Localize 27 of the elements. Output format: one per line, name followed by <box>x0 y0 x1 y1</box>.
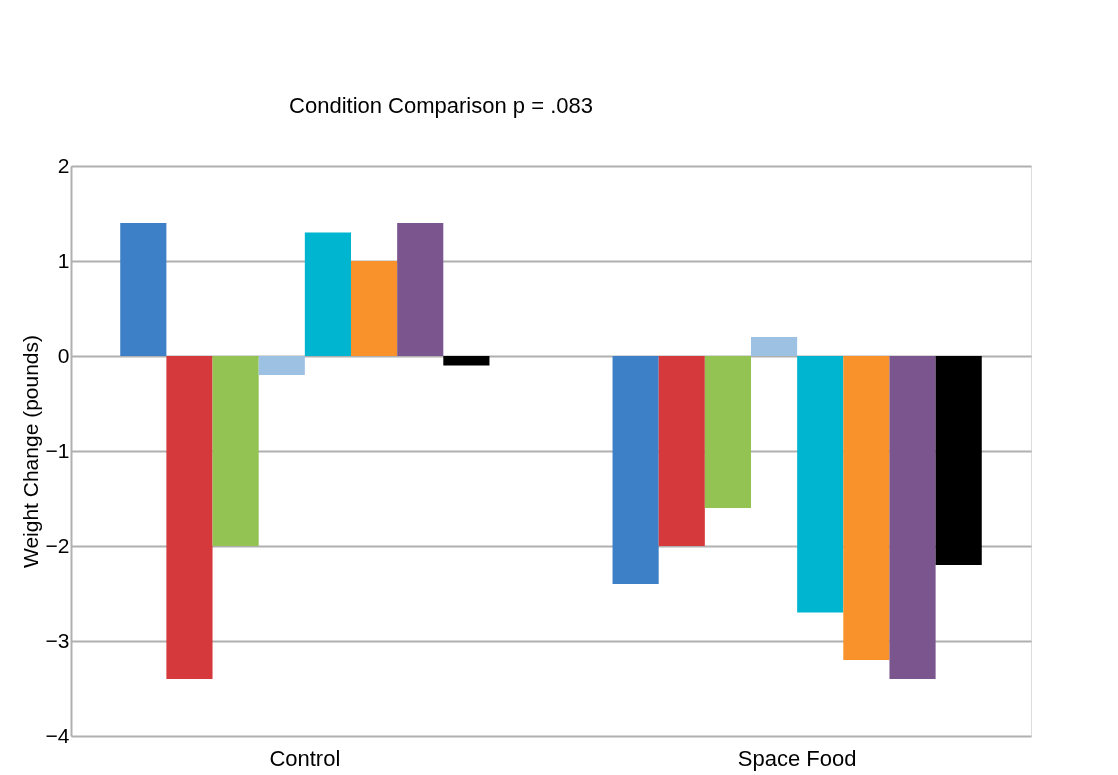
x-tick-label: Space Food <box>737 745 857 771</box>
bar <box>612 356 659 584</box>
y-tick-label: −3 <box>45 628 70 652</box>
y-tick-label: 1 <box>57 248 70 272</box>
bar <box>704 356 751 508</box>
bar <box>397 223 444 356</box>
bar <box>935 356 982 565</box>
bar <box>658 356 705 546</box>
y-tick-label: −2 <box>45 533 70 557</box>
bar <box>797 356 844 613</box>
y-tick-label: −4 <box>45 723 70 747</box>
bar <box>120 223 167 356</box>
bar <box>166 356 213 679</box>
y-tick-label: −1 <box>45 438 70 462</box>
bar <box>304 232 351 356</box>
y-axis-title: Weight Change (pounds) <box>18 334 42 569</box>
bar <box>751 337 798 356</box>
bar <box>258 356 305 375</box>
y-tick-label: 0 <box>57 343 70 367</box>
x-tick-label: Control <box>269 745 341 771</box>
bar <box>443 356 490 366</box>
bar <box>889 356 936 679</box>
text: Condition Comparison p = .083 <box>289 93 593 118</box>
y-tick-label: 2 <box>57 153 70 177</box>
bar <box>212 356 259 546</box>
bar <box>843 356 890 660</box>
bar <box>351 261 398 356</box>
